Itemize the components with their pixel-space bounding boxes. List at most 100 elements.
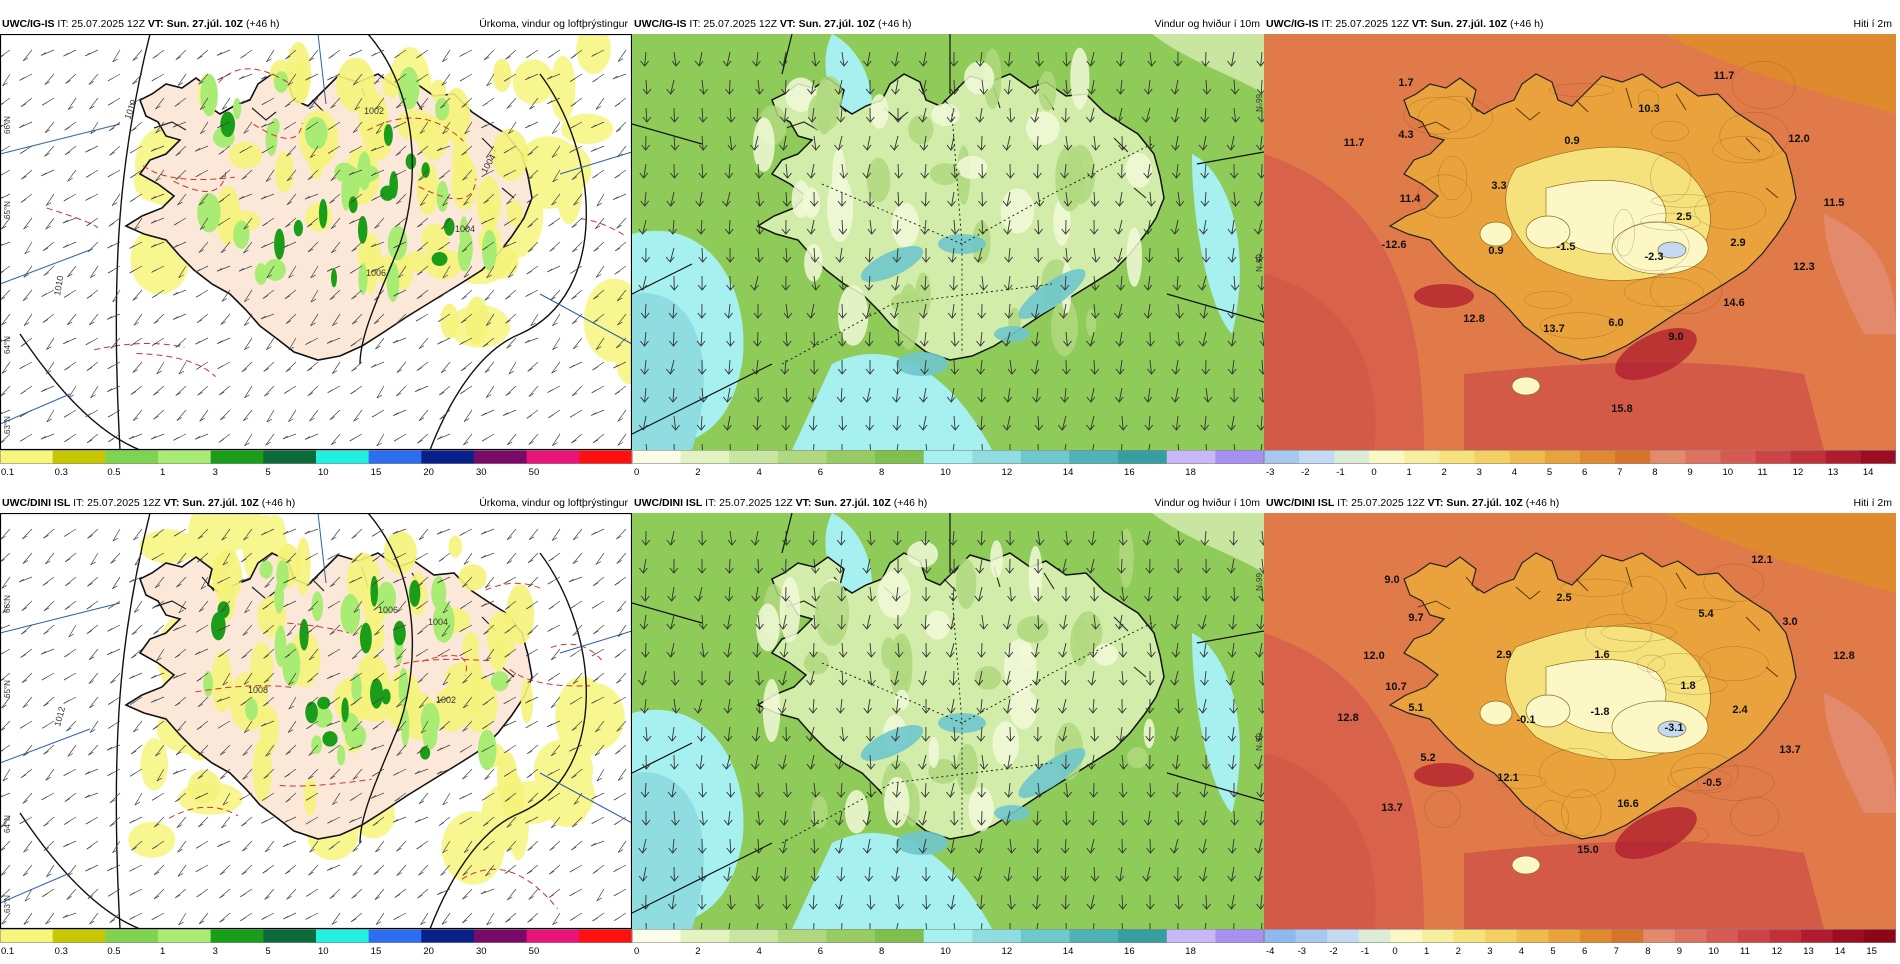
latitude-label: 66°N	[3, 595, 12, 613]
panel-title-left: UWC/DINI ISL IT: 25.07.2025 12Z VT: Sun.…	[2, 494, 295, 513]
temperature-value-label: 12.1	[1497, 772, 1518, 784]
isobar-label: 1004	[455, 224, 475, 234]
colorbar-swatch	[1390, 929, 1422, 943]
colorbar-swatch	[1706, 929, 1738, 943]
isobar-label: 1008	[248, 685, 268, 695]
colorbar-tick-label: 8	[879, 467, 884, 478]
colorbar-swatch	[1359, 929, 1391, 943]
colorbar-tick-label: 13	[1828, 467, 1839, 478]
panel-variable-title: Hiti í 2m	[1853, 15, 1892, 34]
colorbar-tick-label: 30	[476, 946, 487, 957]
temperature-value-label: 4.3	[1398, 129, 1413, 141]
colorbar-swatch	[527, 929, 580, 943]
model-name: UWC/DINI ISL	[634, 497, 702, 509]
colorbar-swatch	[778, 450, 827, 464]
latitude-label: 65°N	[3, 680, 12, 698]
temperature-value-label: 3.3	[1491, 180, 1506, 192]
colorbar-tick-label: 3	[1487, 946, 1492, 957]
colorbar-swatch	[1720, 450, 1756, 464]
temperature-value-label: 2.9	[1730, 237, 1745, 249]
colorbar-tick-label: 20	[423, 946, 434, 957]
colorbar-swatch	[1369, 450, 1405, 464]
colorbar-tick-label: 20	[423, 467, 434, 478]
colorbar-swatch	[972, 450, 1021, 464]
colorbar-swatch	[924, 450, 973, 464]
colorbar-tick-label: 9	[1687, 467, 1692, 478]
colorbar-tick-label: 0.3	[55, 467, 68, 478]
panel-title-left: UWC/IG-IS IT: 25.07.2025 12Z VT: Sun. 27…	[1266, 15, 1544, 34]
colorbar-swatch	[826, 450, 875, 464]
colorbar-swatch	[632, 929, 681, 943]
colorbar-tick-label: 8	[1645, 946, 1650, 957]
colorbar-swatch	[1021, 929, 1070, 943]
temperature-value-label: 1.7	[1398, 77, 1413, 89]
panel-title-bar: UWC/DINI ISL IT: 25.07.2025 12Z VT: Sun.…	[1264, 494, 1896, 513]
colorbar-swatch	[681, 929, 730, 943]
temperature-value-label: 10.7	[1385, 681, 1406, 693]
map-svg: 66°N65°N	[632, 513, 1264, 929]
lead-time: (+46 h)	[875, 18, 911, 30]
valid-time: Sun. 27.júl. 10Z	[167, 18, 243, 30]
lead-time: (+46 h)	[259, 497, 295, 509]
colorbar-swatch	[474, 450, 527, 464]
colorbar-tick-label: 7	[1617, 467, 1622, 478]
colorbar-swatch	[53, 450, 106, 464]
map-panel-temp: UWC/IG-IS IT: 25.07.2025 12Z VT: Sun. 27…	[1264, 15, 1896, 485]
colorbar-swatch	[826, 929, 875, 943]
colorbar-tick-label: -2	[1301, 467, 1309, 478]
panel-title-left: UWC/DINI ISL IT: 25.07.2025 12Z VT: Sun.…	[634, 494, 927, 513]
isobar-label: 1006	[366, 268, 386, 278]
valid-time-prefix: VT:	[780, 18, 799, 30]
temperature-value-label: 2.5	[1556, 592, 1571, 604]
colorbar-tick-label: 9	[1677, 946, 1682, 957]
colorbar-tick-label: 0	[1371, 467, 1376, 478]
colorbar-tick-label: 1	[1406, 467, 1411, 478]
colorbar-tick-label: -1	[1336, 467, 1344, 478]
colorbar-swatch	[579, 450, 632, 464]
colorbar-tick-label: 2	[1456, 946, 1461, 957]
colorbar-tick-label: 1	[1424, 946, 1429, 957]
latitude-label: 63°N	[3, 416, 12, 434]
colorbar-swatch	[0, 929, 53, 943]
colorbar-tick-label: 5	[1547, 467, 1552, 478]
colorbar-swatch	[1548, 929, 1580, 943]
colorbar-tick-label: 12	[1772, 946, 1783, 957]
colorbar-swatch	[1675, 929, 1707, 943]
colorbar-swatch	[729, 929, 778, 943]
init-time: IT: 25.07.2025 12Z	[687, 18, 780, 30]
isobar-label: 1006	[378, 605, 398, 615]
temperature-value-label: 13.7	[1543, 323, 1564, 335]
colorbar-swatch	[474, 929, 527, 943]
panel-variable-title: Vindur og hviður í 10m	[1155, 494, 1260, 513]
colorbar-swatch	[1770, 929, 1802, 943]
latitude-label: 65°N	[1254, 733, 1263, 751]
colorbar-swatch	[1580, 450, 1616, 464]
colorbar-swatch	[263, 450, 316, 464]
init-time: IT: 25.07.2025 12Z	[1319, 18, 1412, 30]
colorbar-swatch	[1334, 450, 1370, 464]
colorbar-tick-label: 10	[1722, 467, 1733, 478]
colorbar-tick-label: 15	[371, 467, 382, 478]
map-panel-precip: UWC/DINI ISL IT: 25.07.2025 12Z VT: Sun.…	[0, 494, 632, 964]
colorbar-tick-label: 12	[1002, 946, 1013, 957]
temperature-value-label: 12.8	[1463, 313, 1484, 325]
map-panel-precip: UWC/IG-IS IT: 25.07.2025 12Z VT: Sun. 27…	[0, 15, 632, 485]
temperature-value-label: -12.6	[1381, 239, 1406, 251]
temperature-value-label: 5.1	[1408, 702, 1423, 714]
temperature-value-label: 15.0	[1577, 844, 1598, 856]
temperature-value-label: 12.8	[1337, 712, 1358, 724]
map-svg: 66°N65°N	[632, 34, 1264, 450]
colorbar-tick-label: 5	[265, 467, 270, 478]
colorbar-tick-label: 0.1	[1, 467, 14, 478]
temperature-value-label: -1.8	[1591, 706, 1610, 718]
colorbar-tick-label: 16	[1124, 946, 1135, 957]
colorbar-tick-label: 3	[1477, 467, 1482, 478]
colorbar-swatch	[1580, 929, 1612, 943]
colorbar-swatch	[421, 929, 474, 943]
colorbar-swatch	[1510, 450, 1546, 464]
model-name: UWC/DINI ISL	[2, 497, 70, 509]
